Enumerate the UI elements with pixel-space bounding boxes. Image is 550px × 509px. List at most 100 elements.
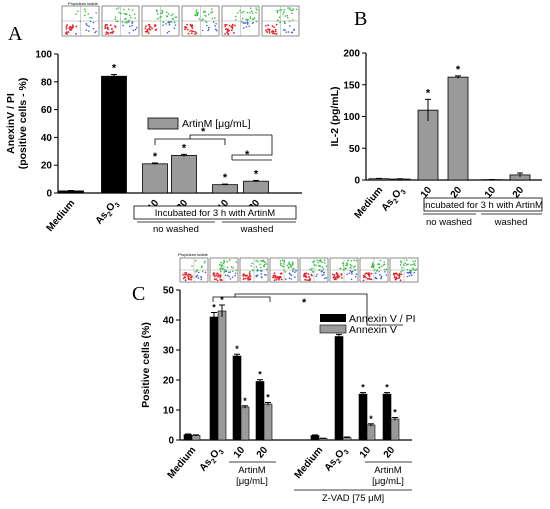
panel-a-y-axis-label: AnexinV / PI — [5, 93, 17, 154]
panel-c-y-tick-label: 30 — [163, 346, 175, 357]
x-tick-label-2: 10 — [232, 445, 248, 461]
bar-1-1 — [217, 310, 227, 441]
panel-c-y-tick-label: 0 — [168, 436, 174, 447]
panel-c-flow-axis-label: Propidium iodide — [178, 252, 209, 257]
flow-plot-1 — [209, 257, 239, 283]
flow-plot-7 — [389, 257, 419, 283]
flow-plot-0 — [61, 5, 100, 37]
flow-plot-5 — [261, 5, 300, 37]
significance-star-2: * — [426, 87, 431, 99]
x-tick-label-6: 10 — [358, 445, 374, 461]
bar-4 — [212, 184, 238, 194]
bar-1-0 — [191, 435, 201, 441]
x-tick-label-5: As2O3 — [323, 445, 351, 475]
panel-a: A Propidium iodide 0 20 40 60 80 100 AnexinV /… — [5, 1, 302, 235]
panel-a-washed-label: washed — [240, 224, 274, 235]
significance-star-4: * — [223, 172, 228, 184]
significance-star-1-2: * — [243, 396, 247, 406]
panel-b-y-axis-label: IL-2 (pg/mL) — [329, 86, 341, 146]
x-tick-label-0: Medium — [353, 185, 386, 221]
bar-0-3 — [255, 381, 265, 441]
flow-plot-3 — [269, 257, 299, 283]
panel-a-y-tick-label: 20 — [41, 161, 53, 172]
x-tick-label-1: As2O3 — [94, 198, 122, 228]
panel-a-y-tick-label: 80 — [41, 77, 53, 88]
panel-c-y-tick-label: 10 — [163, 406, 175, 417]
panel-a-letter: A — [8, 23, 23, 45]
flow-plot-0 — [179, 257, 209, 283]
panel-a-group-annotation: Incubated for 3 h with ArtinM no washed … — [133, 205, 297, 235]
significance-star-0-6: * — [361, 383, 365, 393]
panel-c: C Propidium iodide 0 10 20 30 40 50 Positive c… — [132, 252, 419, 504]
flow-plot-3 — [181, 5, 220, 37]
significance-star-2: * — [153, 151, 158, 163]
bar-0-1 — [209, 316, 219, 441]
panel-c-y-tick-label: 40 — [163, 316, 175, 327]
legend-label-annexin-v-pi: Annexin V / PI — [349, 313, 416, 325]
panel-a-comparison-brackets: * * — [154, 126, 273, 161]
panel-c-letter: C — [132, 283, 145, 305]
panel-a-y-tick-label: 60 — [41, 105, 53, 116]
bar-0-4 — [310, 435, 320, 441]
flow-plot-2 — [141, 5, 180, 37]
x-tick-label-0: Medium — [45, 198, 78, 234]
flow-plot-5 — [329, 257, 359, 283]
panel-c-zvad-label: Z-VAD [75 μM] — [322, 493, 384, 504]
flow-plot-4 — [221, 5, 260, 37]
panel-b-y-tick-label: 150 — [343, 80, 360, 91]
panel-b-letter: B — [354, 8, 367, 30]
flow-plot-4 — [299, 257, 329, 283]
significance-star-0-3: * — [258, 370, 262, 380]
panel-a-y-tick-label: 100 — [35, 50, 52, 61]
bracket-significance-star-a: * — [201, 126, 206, 138]
significance-star-1-6: * — [369, 414, 373, 424]
panel-a-y-tick-label: 0 — [46, 189, 52, 200]
bar-2 — [142, 163, 168, 194]
bracket-significance-star-b: * — [245, 149, 250, 161]
panel-c-legend: Annexin V / PI Annexin V — [319, 313, 416, 336]
significance-star-1: * — [112, 63, 117, 75]
significance-star-3: * — [456, 64, 461, 76]
panel-c-chart: 0 10 20 30 40 50 Positive cells (%) Medium * * As2… — [140, 286, 412, 481]
legend-label-annexin-v: Annexin V — [349, 324, 397, 336]
panel-b-washed-label: washed — [494, 217, 528, 228]
panel-c-artinm-label-1: ArtinM — [238, 465, 266, 476]
bar-0-0 — [183, 434, 193, 441]
panel-c-y-tick-label: 50 — [163, 286, 175, 297]
panel-b-y-tick-label: 200 — [343, 49, 360, 60]
significance-star-5: * — [254, 168, 259, 180]
panel-c-artinm-label-2: ArtinM — [374, 465, 402, 476]
panel-a-flow-axis-label: Propidium iodide — [68, 1, 99, 6]
panel-a-y-tick-label: 40 — [41, 133, 53, 144]
panel-c-comparison-brackets: * — [212, 293, 403, 326]
bar-0-2 — [232, 355, 242, 441]
significance-star-1-7: * — [393, 408, 397, 418]
panel-b-y-tick-label: 100 — [343, 112, 360, 123]
panel-b-incubation-label: incubated for 3 h with ArtinM — [423, 200, 543, 211]
significance-star-0-1: * — [212, 303, 216, 313]
flow-plot-2 — [239, 257, 269, 283]
panel-a-legend: ArtinM [μg/mL] — [147, 117, 251, 130]
panel-c-y-tick-label: 20 — [163, 376, 175, 387]
bar-5 — [243, 180, 269, 194]
panel-c-flow-cytometry-strip — [179, 257, 419, 283]
bar-3 — [447, 76, 469, 181]
bar-3 — [171, 155, 197, 194]
panel-b-no-washed-label: no washed — [426, 217, 472, 228]
panel-c-y-axis-label: Positive cells (%) — [140, 322, 152, 408]
panel-b-group-annotation: incubated for 3 h with ArtinM no washed … — [423, 197, 543, 228]
significance-star-1-1: * — [220, 295, 224, 305]
flow-plot-1 — [101, 5, 140, 37]
panel-a-incubation-label: Incubated for 3 h with ArtinM — [155, 208, 275, 219]
significance-star-3: * — [182, 142, 187, 154]
bar-0-5 — [334, 336, 344, 441]
flow-plot-6 — [359, 257, 389, 283]
bracket-significance-star-c: * — [302, 297, 307, 309]
panel-a-y-axis-label: (positive cells - %) — [17, 78, 29, 170]
bar-1-2 — [240, 406, 250, 441]
bar-1-7 — [390, 418, 400, 441]
significance-star-0-7: * — [385, 383, 389, 393]
bar-0-7 — [382, 393, 392, 441]
bar-1-6 — [366, 424, 376, 441]
